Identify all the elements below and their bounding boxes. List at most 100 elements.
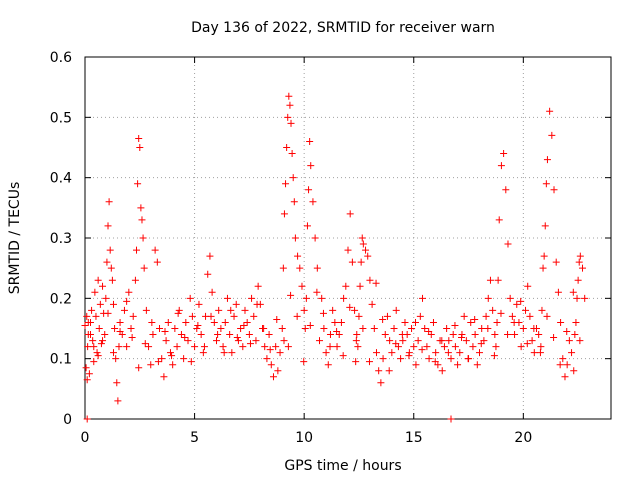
- data-point: [82, 364, 90, 372]
- data-point: [554, 288, 562, 296]
- data-point: [454, 361, 462, 369]
- data-point: [116, 318, 124, 326]
- data-point: [539, 264, 547, 272]
- data-point: [579, 264, 587, 272]
- data-point: [311, 234, 319, 242]
- data-point: [484, 325, 492, 332]
- data-point: [99, 282, 107, 290]
- data-point: [245, 331, 253, 339]
- data-point: [390, 325, 398, 332]
- data-point: [357, 258, 365, 266]
- data-point: [127, 325, 135, 332]
- data-point: [88, 306, 96, 314]
- data-point: [135, 134, 143, 142]
- data-point: [486, 276, 494, 284]
- data-point: [490, 352, 498, 360]
- data-point: [199, 349, 207, 357]
- data-point: [576, 337, 584, 345]
- data-point: [392, 340, 400, 348]
- data-point: [160, 373, 168, 381]
- data-point: [451, 321, 459, 329]
- data-point: [337, 318, 345, 326]
- data-point: [223, 294, 231, 302]
- data-point: [530, 349, 538, 357]
- data-point: [194, 321, 202, 329]
- data-point: [438, 367, 446, 375]
- data-point: [214, 331, 222, 339]
- data-point: [346, 303, 354, 311]
- data-point: [175, 306, 183, 314]
- data-point: [541, 222, 549, 230]
- data-point: [388, 349, 396, 357]
- data-point: [243, 318, 251, 326]
- data-point: [307, 162, 315, 170]
- y-tick-label: 0: [63, 412, 72, 428]
- data-point: [408, 325, 416, 332]
- data-point: [508, 312, 516, 320]
- data-point: [548, 131, 556, 139]
- data-point: [538, 306, 546, 314]
- data-point: [279, 264, 287, 272]
- data-point: [272, 343, 280, 351]
- data-point: [193, 325, 201, 332]
- data-point: [241, 306, 249, 314]
- data-point: [290, 198, 298, 206]
- data-point: [342, 282, 350, 290]
- data-point: [188, 312, 196, 320]
- data-point: [421, 325, 429, 332]
- data-point: [269, 373, 277, 381]
- data-point: [112, 355, 120, 363]
- data-point: [123, 343, 131, 351]
- data-point: [339, 352, 347, 360]
- data-point: [151, 246, 159, 254]
- data-point: [240, 321, 248, 329]
- data-point: [576, 252, 584, 260]
- x-tick-label: 15: [405, 430, 423, 446]
- data-point: [221, 318, 229, 326]
- data-point: [365, 358, 373, 366]
- data-point: [445, 337, 453, 345]
- data-point: [135, 364, 143, 372]
- data-point: [134, 180, 142, 188]
- data-point: [83, 376, 91, 384]
- data-point: [451, 343, 459, 351]
- data-point: [379, 355, 387, 363]
- data-point: [101, 331, 109, 339]
- data-point: [99, 337, 107, 345]
- data-point: [173, 343, 181, 351]
- data-point: [286, 101, 294, 109]
- data-point: [478, 325, 486, 332]
- data-point: [136, 144, 144, 151]
- data-point: [320, 325, 328, 332]
- data-point: [278, 325, 286, 332]
- data-point: [313, 264, 321, 272]
- data-point: [274, 367, 282, 375]
- data-point: [542, 180, 550, 188]
- data-point: [84, 318, 92, 326]
- data-point: [296, 264, 304, 272]
- data-point: [210, 318, 218, 326]
- data-point: [569, 288, 577, 296]
- data-point: [340, 294, 348, 302]
- x-tick-label: 5: [190, 430, 199, 446]
- data-point: [484, 294, 492, 302]
- data-point: [353, 331, 361, 339]
- data-point: [447, 415, 455, 423]
- data-point: [306, 137, 314, 145]
- data-point: [303, 222, 311, 230]
- data-point: [528, 337, 536, 345]
- data-point: [399, 337, 407, 345]
- data-point: [352, 337, 360, 345]
- data-point: [386, 337, 394, 345]
- data-point: [456, 349, 464, 357]
- data-point: [536, 349, 544, 357]
- data-point: [414, 337, 422, 345]
- data-point: [260, 325, 268, 332]
- y-axis-label: SRMTID / TECUs: [7, 182, 23, 295]
- data-point: [351, 306, 359, 314]
- data-point: [352, 358, 360, 366]
- data-point: [574, 276, 582, 284]
- data-point: [359, 325, 367, 332]
- data-point: [109, 349, 117, 357]
- data-point: [300, 358, 308, 366]
